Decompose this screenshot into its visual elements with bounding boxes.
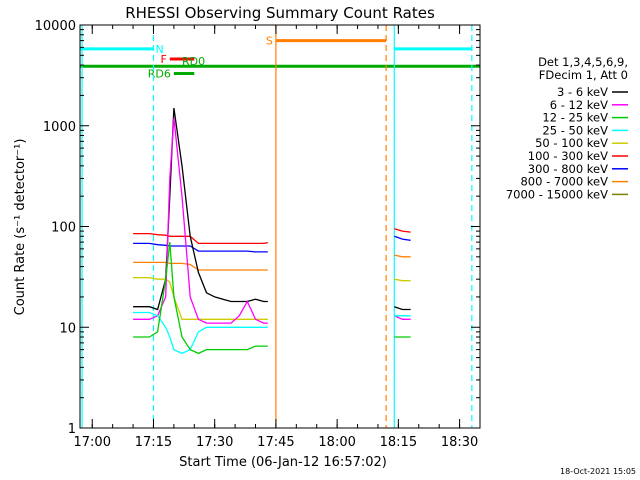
x-tick-label: 17:30: [196, 435, 233, 450]
legend-label: 800 - 7000 keV: [520, 175, 608, 189]
y-tick-label: 10: [59, 321, 76, 336]
series-line-100-300-kev: [394, 228, 411, 233]
flag-label-n: N: [155, 43, 163, 56]
x-axis-label: Start Time (06-Jan-12 16:57:02): [179, 455, 387, 470]
x-axis-ticks: 17:00 17:15 17:30 17:45 18:00 18:15 18:30: [74, 25, 481, 450]
series-line-12-25-kev: [133, 242, 268, 355]
vertical-markers: [81, 25, 473, 428]
x-tick-label: 17:45: [257, 435, 294, 450]
y-tick-label: 10000: [35, 19, 76, 34]
legend-label: 50 - 100 keV: [535, 136, 608, 150]
chart-title: RHESSI Observing Summary Count Rates: [125, 4, 435, 22]
series-line-100-300-kev: [133, 232, 268, 245]
legend-title-line1: Det 1,3,4,5,6,9,: [538, 55, 628, 69]
x-tick-label: 18:00: [318, 435, 355, 450]
series-line-300-800-kev: [133, 242, 268, 253]
plot-frame: [79, 24, 481, 429]
series-line-300-800-kev: [394, 235, 411, 241]
y-axis-label: Count Rate (s⁻¹ detector⁻¹): [13, 139, 28, 316]
y-axis-ticks: 1 10 100 1000 10000: [35, 19, 480, 437]
series-line-3-6-kev: [394, 306, 411, 311]
series-line-50-100-kev: [133, 277, 268, 320]
flag-label-rd0: RD0: [182, 55, 205, 68]
series-line-6-12-kev: [394, 315, 411, 320]
footer-timestamp: 18-Oct-2021 15:05: [560, 467, 636, 476]
series-line-25-50-kev: [133, 311, 268, 355]
series-line-800-7000-kev: [394, 254, 411, 258]
legend-label: 7000 - 15000 keV: [506, 187, 608, 201]
legend-label: 25 - 50 keV: [542, 123, 608, 137]
y-tick-label: 1000: [43, 120, 76, 135]
flag-bars: N S F RD0 RD6: [80, 35, 480, 81]
series-lines: [133, 107, 411, 355]
legend-label: 3 - 6 keV: [557, 85, 608, 99]
legend: Det 1,3,4,5,6,9, FDecim 1, Att 0 3 - 6 k…: [506, 55, 628, 201]
flag-label-f: F: [160, 53, 166, 66]
series-line-6-12-kev: [133, 117, 268, 324]
x-tick-label: 18:15: [380, 435, 417, 450]
legend-label: 6 - 12 keV: [550, 98, 608, 112]
x-tick-label: 17:15: [135, 435, 172, 450]
legend-title-line2: FDecim 1, Att 0: [539, 68, 628, 82]
x-tick-label: 18:30: [441, 435, 478, 450]
legend-label: 12 - 25 keV: [542, 111, 608, 125]
y-tick-label: 1: [68, 422, 76, 437]
legend-label: 100 - 300 keV: [528, 149, 608, 163]
series-line-50-100-kev: [394, 278, 411, 282]
x-tick-label: 17:00: [74, 435, 111, 450]
flag-label-rd6: RD6: [148, 68, 171, 81]
flag-label-s: S: [266, 35, 273, 48]
series-line-800-7000-kev: [133, 261, 268, 271]
y-tick-label: 100: [51, 221, 76, 236]
legend-label: 300 - 800 keV: [528, 162, 608, 176]
